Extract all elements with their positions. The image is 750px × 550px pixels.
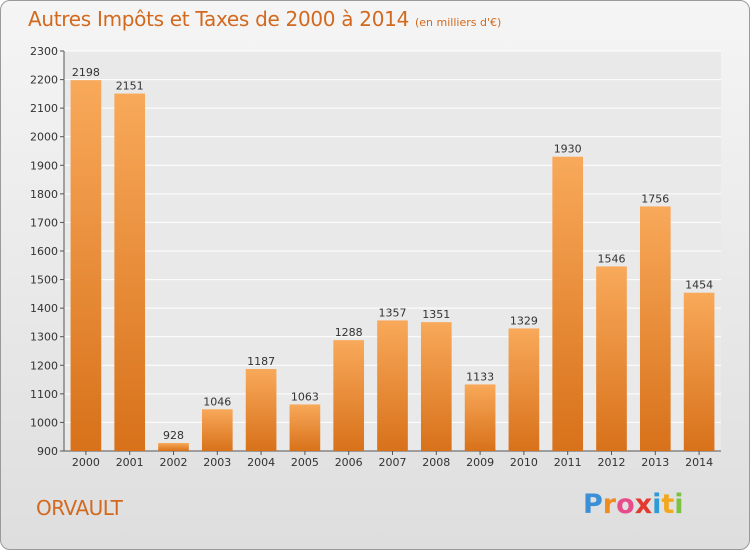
data-label: 1046 (203, 395, 231, 408)
y-tick-label: 2300 (30, 45, 58, 58)
data-label: 2198 (72, 66, 100, 79)
bar (552, 156, 584, 451)
y-tick-label: 1500 (30, 274, 58, 287)
bar (596, 266, 627, 451)
y-tick-label: 1400 (30, 302, 58, 315)
bar (158, 443, 189, 451)
bar (377, 320, 408, 451)
x-tick-label: 2012 (598, 456, 626, 469)
x-tick-label: 2006 (335, 456, 363, 469)
chart-title-text: Autres Impôts et Taxes de 2000 à 2014 (28, 7, 409, 31)
logo-letter: r (602, 489, 617, 520)
logo-letter: i (652, 489, 662, 520)
x-tick-label: 2011 (554, 456, 582, 469)
x-tick-label: 2010 (510, 456, 538, 469)
x-tick-label: 2003 (203, 456, 231, 469)
bar (201, 409, 233, 451)
x-tick-label: 2014 (685, 456, 713, 469)
y-tick-label: 1100 (30, 388, 58, 401)
bars (70, 80, 715, 452)
logo-letter: i (674, 489, 684, 520)
data-label: 1187 (247, 355, 275, 368)
logo-letter: x (634, 489, 653, 520)
data-label: 1357 (379, 306, 407, 319)
y-tick-label: 2000 (30, 131, 58, 144)
y-tick-label: 1300 (30, 331, 58, 344)
chart-subtitle: (en milliers d'€) (415, 16, 502, 29)
data-label: 1329 (510, 314, 538, 327)
place-name: ORVAULT (36, 496, 123, 520)
x-tick-label: 2013 (641, 456, 669, 469)
y-tick-label: 1800 (30, 188, 58, 201)
bar (70, 80, 102, 452)
x-tick-label: 2005 (291, 456, 319, 469)
data-label: 928 (163, 429, 184, 442)
x-tick-label: 2004 (247, 456, 275, 469)
bar (245, 369, 277, 451)
bar (289, 404, 321, 451)
data-label: 1756 (641, 192, 669, 205)
y-tick-label: 2100 (30, 102, 58, 115)
x-tick-label: 2001 (116, 456, 144, 469)
chart-title: Autres Impôts et Taxes de 2000 à 2014 (en… (28, 7, 501, 31)
data-label: 1063 (291, 390, 319, 403)
data-label: 1351 (422, 308, 450, 321)
data-label: 1133 (466, 370, 494, 383)
y-tick-label: 1200 (30, 359, 58, 372)
logo-letter: t (661, 489, 675, 520)
bar (333, 340, 365, 451)
bar (508, 328, 540, 451)
y-tick-label: 2200 (30, 74, 58, 87)
y-tick-label: 1700 (30, 216, 58, 229)
x-tick-label: 2009 (466, 456, 494, 469)
data-label: 1546 (598, 252, 626, 265)
data-label: 1288 (335, 326, 363, 339)
bar (683, 292, 715, 451)
bar (639, 206, 671, 451)
labels: 900 1000 1100 1200 1300 1400 1500 1600 1700 1800 1… (30, 45, 713, 469)
x-tick-label: 2007 (379, 456, 407, 469)
y-tick-label: 900 (37, 445, 58, 458)
bar (114, 93, 146, 452)
y-tick-label: 1600 (30, 245, 58, 258)
x-tick-label: 2000 (72, 456, 100, 469)
x-tick-label: 2008 (422, 456, 450, 469)
bar (464, 384, 496, 451)
y-tick-label: 1900 (30, 159, 58, 172)
data-label: 2151 (116, 80, 144, 93)
logo-letter: o (616, 489, 635, 520)
y-tick-label: 1000 (30, 416, 58, 429)
x-tick-label: 2002 (160, 456, 188, 469)
data-label: 1454 (685, 279, 713, 292)
data-label: 1930 (554, 143, 582, 156)
logo-letter: P (583, 489, 603, 520)
proxiti-logo: Proxiti (583, 489, 684, 520)
bar (420, 322, 452, 451)
